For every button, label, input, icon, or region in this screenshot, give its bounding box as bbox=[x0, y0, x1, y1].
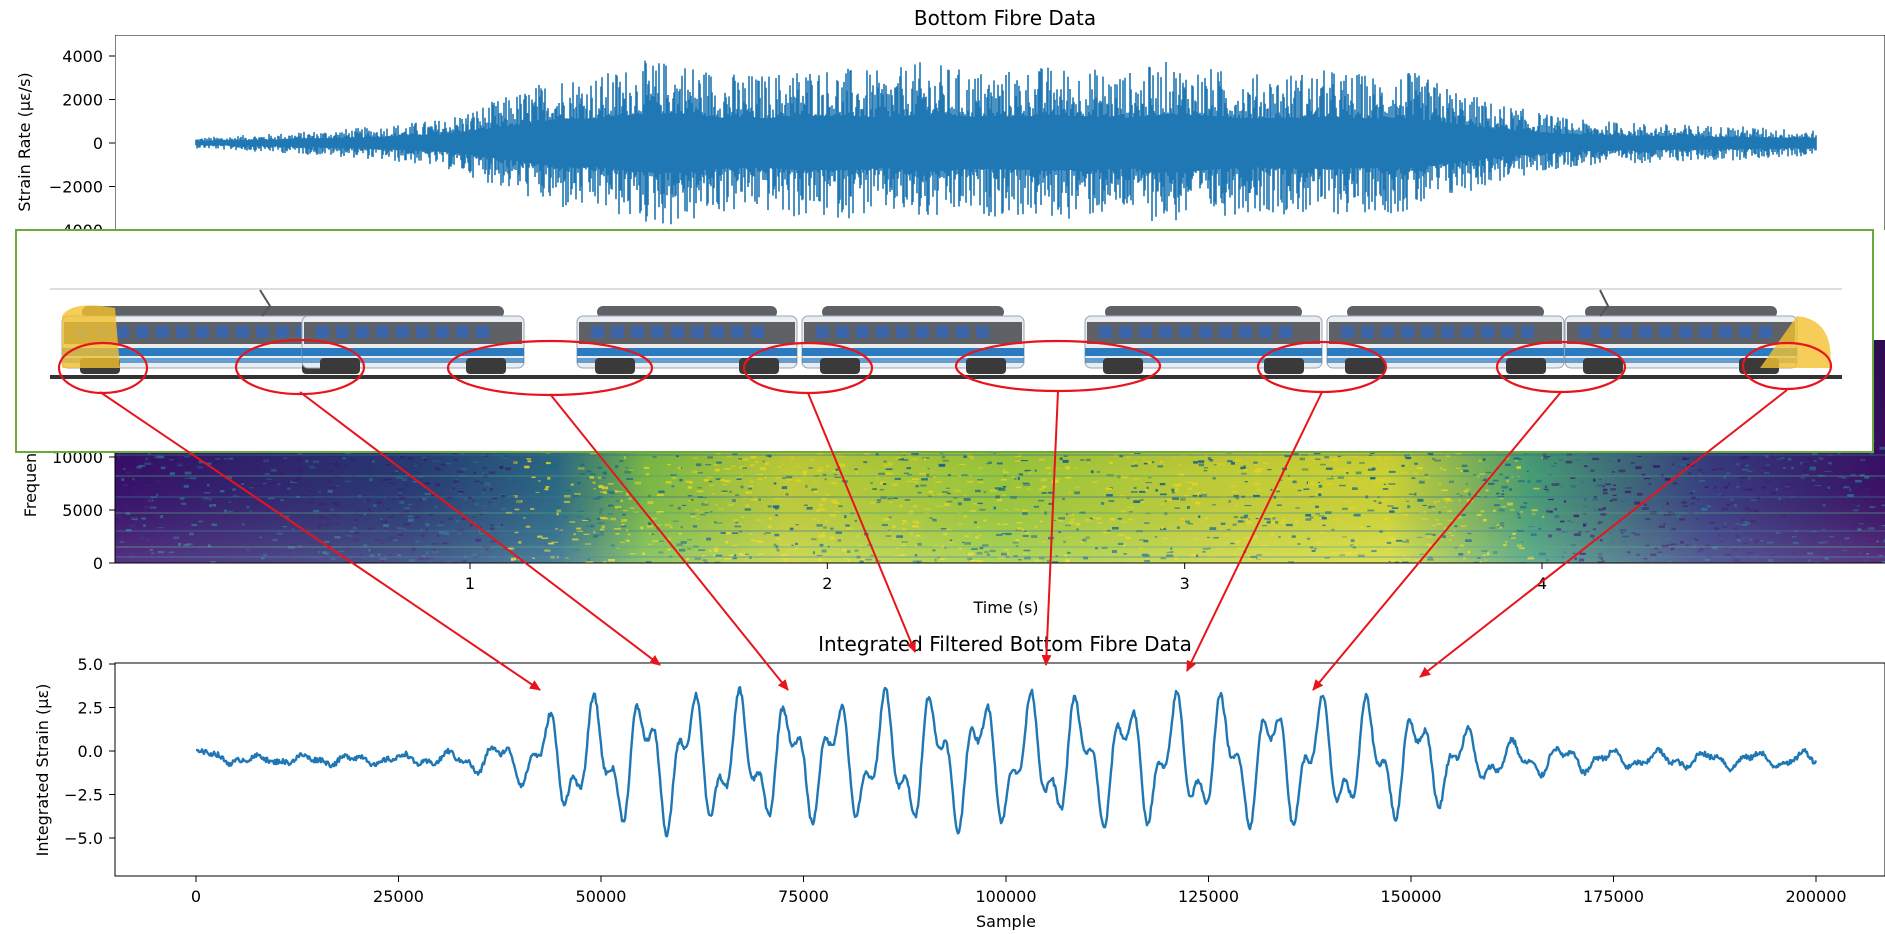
spectrogram-x-axis-label: Time (s) bbox=[972, 598, 1038, 617]
train-car bbox=[1565, 306, 1797, 374]
train-car bbox=[802, 306, 1024, 374]
bottom-signal-path bbox=[196, 687, 1816, 836]
bottom-x-tick-label: 125000 bbox=[1178, 887, 1239, 906]
spectrogram-y-tick-label: 5000 bbox=[62, 501, 103, 520]
bottom-x-tick-label: 50000 bbox=[576, 887, 627, 906]
bottom-chart: Integrated Filtered Bottom Fibre Data 0 2… bbox=[33, 632, 1885, 930]
top-chart-title: Bottom Fibre Data bbox=[914, 6, 1096, 30]
train-car bbox=[302, 306, 524, 374]
top-signal-path bbox=[196, 61, 1816, 225]
top-y-tick-label: −2000 bbox=[49, 178, 103, 197]
spectrogram-x-tick-label: 2 bbox=[822, 574, 832, 593]
bottom-y-tick-label: 0.0 bbox=[78, 742, 103, 761]
train-car bbox=[1327, 306, 1564, 374]
bottom-x-tick-label: 100000 bbox=[975, 887, 1036, 906]
bottom-x-tick-label: 0 bbox=[191, 887, 201, 906]
train-nose-left bbox=[62, 305, 120, 368]
rail bbox=[50, 375, 1842, 379]
spectrogram-y-tick-label: 0 bbox=[93, 554, 103, 573]
bottom-y-axis: 5.0 2.5 0.0 −2.5 −5.0 bbox=[64, 655, 115, 848]
top-signal-series bbox=[196, 61, 1816, 225]
bottom-y-tick-label: −5.0 bbox=[64, 829, 103, 848]
train-overlay bbox=[16, 230, 1873, 452]
train-car bbox=[1085, 306, 1322, 374]
bottom-y-axis-label: Integrated Strain (με) bbox=[33, 684, 52, 857]
bottom-y-tick-label: 2.5 bbox=[78, 699, 103, 718]
top-y-axis-label: Strain Rate (με/s) bbox=[15, 72, 34, 211]
bottom-x-tick-label: 25000 bbox=[373, 887, 424, 906]
top-y-tick-label: 0 bbox=[93, 134, 103, 153]
bottom-x-tick-label: 200000 bbox=[1785, 887, 1846, 906]
bottom-x-tick-label: 75000 bbox=[778, 887, 829, 906]
bottom-chart-title: Integrated Filtered Bottom Fibre Data bbox=[818, 632, 1192, 656]
bottom-x-tick-label: 175000 bbox=[1583, 887, 1644, 906]
bottom-x-tick-label: 150000 bbox=[1380, 887, 1441, 906]
spectrogram-y-axis-label: Frequen bbox=[21, 453, 40, 517]
bottom-signal-series bbox=[196, 673, 1816, 870]
top-y-tick-label: 4000 bbox=[62, 47, 103, 66]
spectrogram-x-tick-label: 3 bbox=[1180, 574, 1190, 593]
top-y-tick-label: 2000 bbox=[62, 91, 103, 110]
bottom-y-tick-label: 5.0 bbox=[78, 655, 103, 674]
bottom-y-tick-label: −2.5 bbox=[64, 786, 103, 805]
bottom-x-axis: 0 25000 50000 75000 100000 125000 150000 175000… bbox=[191, 876, 1847, 906]
spectrogram-x-tick-label: 1 bbox=[465, 574, 475, 593]
bottom-x-axis-label: Sample bbox=[976, 912, 1036, 930]
bottom-plot-frame bbox=[115, 663, 1885, 876]
train-car bbox=[577, 306, 797, 374]
